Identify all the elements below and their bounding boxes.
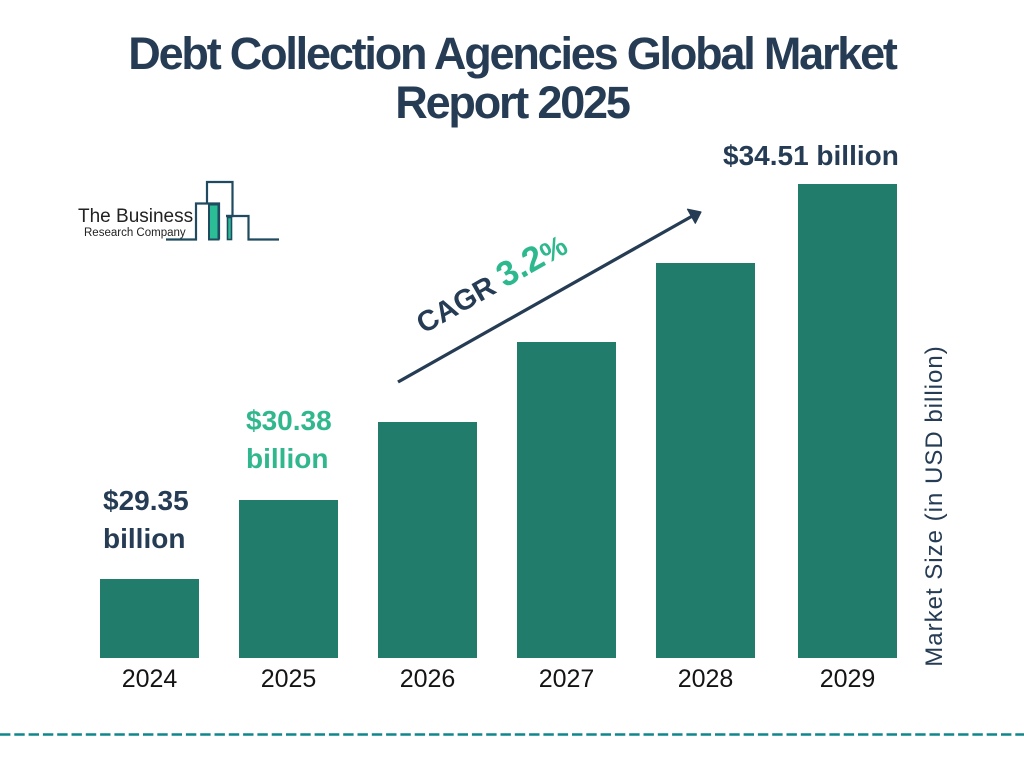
svg-text:The Business: The Business bbox=[78, 206, 193, 227]
svg-text:Research Company: Research Company bbox=[84, 227, 186, 239]
